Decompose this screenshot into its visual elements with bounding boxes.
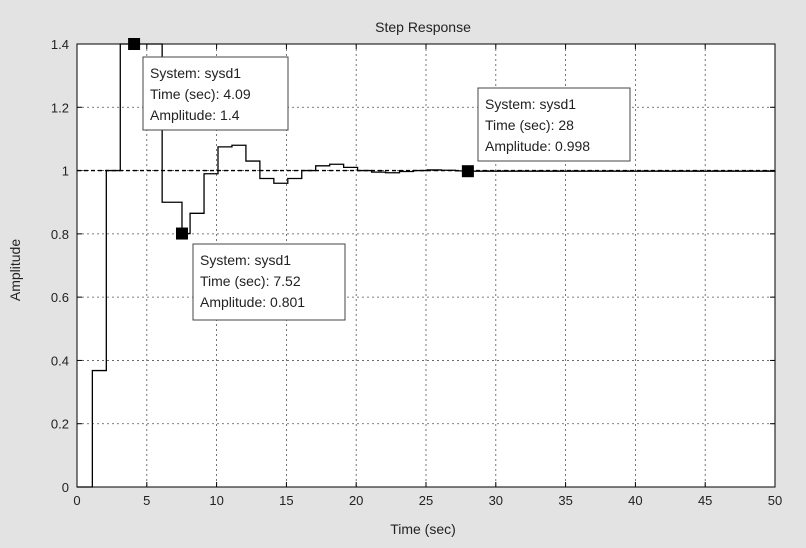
datatip-text: System: sysd1 xyxy=(485,96,576,112)
x-axis-label: Time (sec) xyxy=(390,521,456,537)
x-axis-ticks: 0 5 10 15 20 25 30 35 40 45 50 xyxy=(73,44,782,508)
datatip-text: System: sysd1 xyxy=(200,252,291,268)
datatip-text: Time (sec): 7.52 xyxy=(200,273,301,289)
y-tick-label: 1 xyxy=(62,164,69,179)
x-tick-label: 40 xyxy=(628,493,642,508)
datatip-text: Time (sec): 28 xyxy=(485,117,574,133)
datatip-text: Amplitude: 0.998 xyxy=(485,138,590,154)
x-tick-label: 25 xyxy=(419,493,433,508)
x-tick-label: 20 xyxy=(349,493,363,508)
datatip[interactable]: System: sysd1 Time (sec): 4.09 Amplitude: … xyxy=(128,38,289,131)
x-tick-label: 30 xyxy=(489,493,503,508)
datatip-box xyxy=(142,56,289,131)
x-tick-label: 10 xyxy=(209,493,223,508)
datatip-box xyxy=(192,243,346,321)
x-tick-label: 0 xyxy=(73,493,80,508)
datatip-marker[interactable] xyxy=(461,165,474,178)
y-tick-label: 1.4 xyxy=(51,37,69,52)
datatips: System: sysd1 Time (sec): 4.09 Amplitude: … xyxy=(128,38,631,321)
y-tick-label: 0.2 xyxy=(51,417,69,432)
step-response-line xyxy=(77,43,776,488)
datatip-text: Time (sec): 4.09 xyxy=(150,86,251,102)
datatip[interactable]: System: sysd1 Time (sec): 28 Amplitude: 0.… xyxy=(461,87,631,178)
datatip-text: Amplitude: 0.801 xyxy=(200,294,305,310)
datatip[interactable]: System: sysd1 Time (sec): 7.52 Amplitude: … xyxy=(175,227,346,321)
y-tick-label: 0.8 xyxy=(51,227,69,242)
datatip-marker[interactable] xyxy=(175,227,188,240)
datatip-marker[interactable] xyxy=(128,38,141,50)
x-tick-label: 15 xyxy=(279,493,293,508)
x-tick-label: 35 xyxy=(558,493,572,508)
x-tick-label: 50 xyxy=(768,493,782,508)
y-tick-label: 1.2 xyxy=(51,100,69,115)
datatip-text: System: sysd1 xyxy=(150,65,241,81)
datatip-box xyxy=(477,87,631,162)
series-group xyxy=(77,43,776,488)
y-axis-label: Amplitude xyxy=(7,239,23,301)
x-tick-label: 45 xyxy=(698,493,712,508)
y-axis-ticks: 0 0.2 0.4 0.6 0.8 1 1.2 1.4 xyxy=(51,37,775,495)
x-tick-label: 5 xyxy=(143,493,150,508)
y-tick-label: 0.6 xyxy=(51,290,69,305)
chart-title: Step Response xyxy=(375,19,471,35)
datatip-text: Amplitude: 1.4 xyxy=(150,107,240,123)
y-tick-label: 0 xyxy=(62,480,69,495)
y-tick-label: 0.4 xyxy=(51,353,69,368)
